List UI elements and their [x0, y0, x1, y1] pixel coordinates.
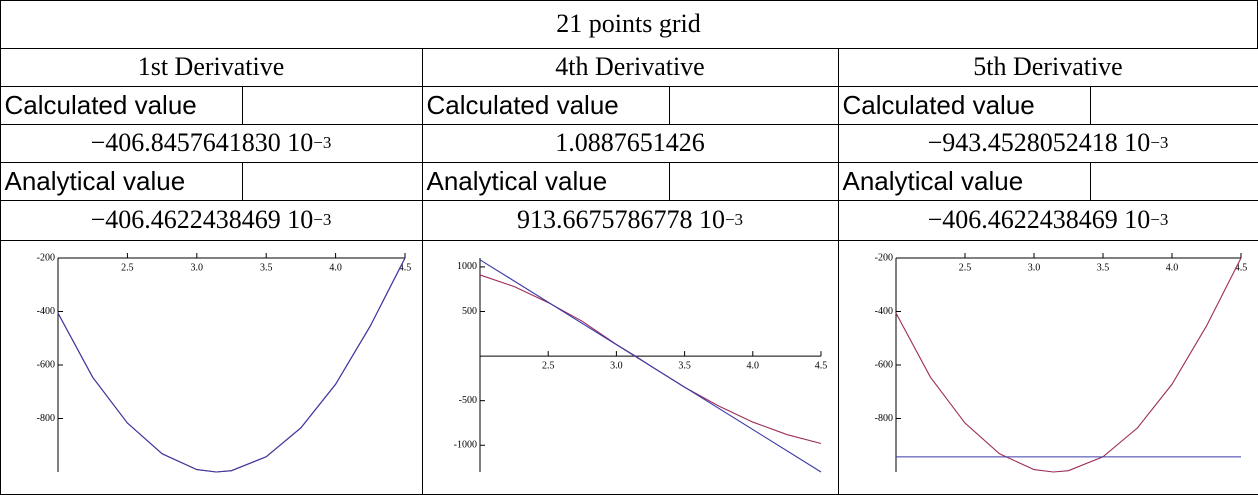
- math-value: 1.0887651426: [421, 123, 839, 163]
- mantissa: 913.6675786778 10: [516, 205, 725, 234]
- plot: -1000 -500 500 1000 2.5 3.0 3.5 4.0 4.5: [454, 258, 828, 473]
- empty-cell: [1089, 85, 1258, 125]
- mantissa: −406.8457641830 10: [90, 128, 314, 157]
- empty-cell: [241, 85, 423, 125]
- y-tick-label: -400: [875, 306, 893, 317]
- exponent: −3: [724, 210, 744, 229]
- plot: -800 -600 -400 -200 2.5 3.0 3.5 4.0 4.5: [37, 252, 412, 473]
- math-value: −943.4528052418 10 −3: [837, 123, 1258, 163]
- exponent: −3: [1150, 133, 1169, 152]
- x-tick-label: 4.5: [1235, 262, 1248, 273]
- x-tick-label: 2.5: [959, 262, 972, 273]
- row-label: Analytical value: [837, 161, 1091, 201]
- x-tick-label: 2.5: [121, 262, 134, 273]
- exponent: −3: [1150, 210, 1169, 229]
- column-header: 1st Derivative: [0, 47, 423, 87]
- curve: [57, 257, 406, 473]
- y-tick-label: -800: [875, 413, 893, 424]
- x-tick-label: 4.0: [1166, 262, 1179, 273]
- y-tick-label: -500: [459, 395, 477, 406]
- y-tick-label: -1000: [454, 440, 477, 451]
- x-tick-label: 3.0: [610, 360, 623, 371]
- math-value: −406.8457641830 10 −3: [0, 123, 423, 163]
- row-label: Calculated value: [0, 85, 243, 125]
- mantissa: −943.4528052418 10: [927, 128, 1151, 157]
- mantissa: −406.4622438469 10: [927, 205, 1151, 234]
- curve: [479, 259, 822, 473]
- row-label: Calculated value: [421, 85, 670, 125]
- x-tick-label: 4.5: [399, 262, 412, 273]
- x-tick-label: 3.5: [678, 360, 691, 371]
- empty-cell: [1089, 161, 1258, 201]
- curve: [479, 274, 822, 445]
- y-tick-label: -800: [37, 413, 55, 424]
- y-tick-label: -200: [875, 252, 893, 263]
- y-tick-label: -600: [875, 359, 893, 370]
- y-tick-label: 500: [462, 306, 477, 317]
- math-value: −406.4622438469 10 −3: [837, 199, 1258, 241]
- x-tick-label: 4.0: [329, 262, 342, 273]
- exponent: −3: [313, 133, 332, 152]
- math-value: 913.6675786778 10 −3: [421, 199, 839, 241]
- x-tick-label: 3.5: [260, 262, 273, 273]
- row-label: Calculated value: [837, 85, 1091, 125]
- x-tick-label: 3.0: [191, 262, 204, 273]
- y-tick-label: -400: [37, 306, 55, 317]
- column-header: 4th Derivative: [421, 47, 839, 87]
- row-label: Analytical value: [0, 161, 243, 201]
- column-header: 5th Derivative: [837, 47, 1258, 87]
- x-tick-label: 4.5: [815, 360, 828, 371]
- empty-cell: [668, 161, 839, 201]
- mantissa: 1.0887651426: [555, 128, 705, 157]
- empty-cell: [668, 85, 839, 125]
- x-tick-label: 3.5: [1097, 262, 1110, 273]
- plot: -800 -600 -400 -200 2.5 3.0 3.5 4.0 4.5: [875, 252, 1248, 473]
- y-tick-label: -600: [37, 359, 55, 370]
- x-tick-label: 3.0: [1028, 262, 1041, 273]
- mantissa: −406.4622438469 10: [90, 205, 314, 234]
- math-value: −406.4622438469 10 −3: [0, 199, 423, 241]
- y-tick-label: 1000: [457, 261, 477, 272]
- table-title: 21 points grid: [0, 0, 1258, 49]
- row-label: Analytical value: [421, 161, 670, 201]
- x-tick-label: 4.0: [747, 360, 760, 371]
- empty-cell: [241, 161, 423, 201]
- curve: [57, 257, 406, 473]
- y-tick-label: -200: [37, 252, 55, 263]
- x-tick-label: 2.5: [542, 360, 555, 371]
- curve: [895, 257, 1242, 473]
- exponent: −3: [313, 210, 332, 229]
